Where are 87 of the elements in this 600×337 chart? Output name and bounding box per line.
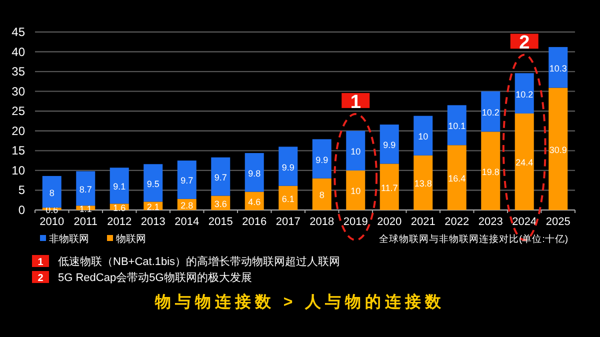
y-tick-label: 45 [12,25,26,39]
bar [76,171,96,206]
bar [481,91,500,132]
data-label: 30.9 [549,144,567,155]
bar [42,176,62,208]
x-tick-label: 2023 [478,216,503,228]
x-tick-label: 2010 [40,216,64,228]
data-label: 8 [49,188,54,198]
data-label: 8.7 [79,184,92,194]
bar [346,130,366,170]
data-label: 4.6 [248,196,261,207]
x-tick-label: 2020 [377,216,402,228]
x-tick-label: 2011 [74,216,98,228]
data-label: 10 [350,186,361,196]
bar [514,73,534,114]
x-tick-label: 2025 [546,216,570,228]
bar [514,113,534,210]
data-label: 10 [418,132,428,142]
data-label: 6.1 [282,194,294,204]
y-tick-label: 40 [12,44,26,59]
bar [278,186,298,210]
data-label: 9.5 [146,178,160,189]
y-tick-label: 15 [12,144,26,158]
bar [312,139,332,178]
data-label: 2.8 [180,200,194,210]
bar [548,47,568,88]
bar [380,164,399,210]
x-tick-label: 2021 [410,216,436,228]
x-tick-label: 2014 [174,216,200,228]
data-label: 8 [319,190,324,200]
bar [312,178,332,210]
data-label: 9.1 [113,182,126,192]
x-tick-label: 2017 [276,216,300,228]
bar [211,157,230,196]
x-tick-label: 2019 [343,216,368,228]
bar [380,124,399,164]
annotation: 2 [519,32,530,54]
data-label: 16.4 [448,174,466,184]
data-label: 24.4 [516,158,534,168]
bar [414,116,433,156]
data-label: 9.9 [316,154,328,165]
x-tick-label: 2012 [107,216,132,228]
x-tick-label: 2022 [444,216,470,228]
bar [481,132,500,210]
bar [278,146,298,186]
data-label: 9.9 [383,140,396,150]
y-tick-label: 25 [12,104,26,118]
data-label: 3.6 [214,198,227,209]
data-label: 11.7 [380,182,398,193]
bar [346,170,366,210]
bar [414,155,433,210]
data-label: 10 [350,146,361,157]
bar [144,164,163,202]
y-tick-label: 10 [12,163,26,178]
data-label: 9.9 [282,162,294,172]
x-tick-label: 2015 [208,216,233,228]
bar [447,105,466,146]
y-tick-label: 35 [12,64,26,79]
data-label: 10.2 [516,89,534,100]
bar [110,168,129,204]
legend-label: 物联网 [116,233,146,245]
data-label: 10.2 [482,108,500,118]
data-label: 19.8 [482,166,500,177]
x-tick-label: 2016 [242,216,267,228]
bar [177,160,196,199]
data-label: 9.8 [248,168,261,178]
data-label: 2.1 [146,202,160,212]
data-label: 10.1 [448,121,466,132]
text: 物与物连接数 > 人与物的连接数 [154,293,446,311]
bar [244,153,264,192]
data-label: 13.8 [414,178,432,189]
y-tick-label: 30 [12,84,26,98]
data-label: 10.3 [549,63,567,74]
bar [447,145,466,210]
y-tick-label: 20 [12,124,26,138]
x-tick-label: 2024 [512,216,537,228]
bar [548,88,568,210]
annotation: 1 [350,92,362,114]
x-tick-label: 2018 [310,216,334,228]
y-tick-label: 0 [18,203,26,217]
x-tick-label: 2013 [140,216,166,228]
data-label: 9.7 [214,172,227,183]
text: 1 低速物联（NB+Cat.1bis）的高增长带动物联网超过人联网 [38,256,340,268]
data-label: 9.7 [180,176,194,186]
legend-label: 非物联网 [49,233,89,245]
y-tick-label: 5 [18,183,26,198]
text: 2 5G RedCap会带动5G物联网的极大发展 [38,272,252,284]
